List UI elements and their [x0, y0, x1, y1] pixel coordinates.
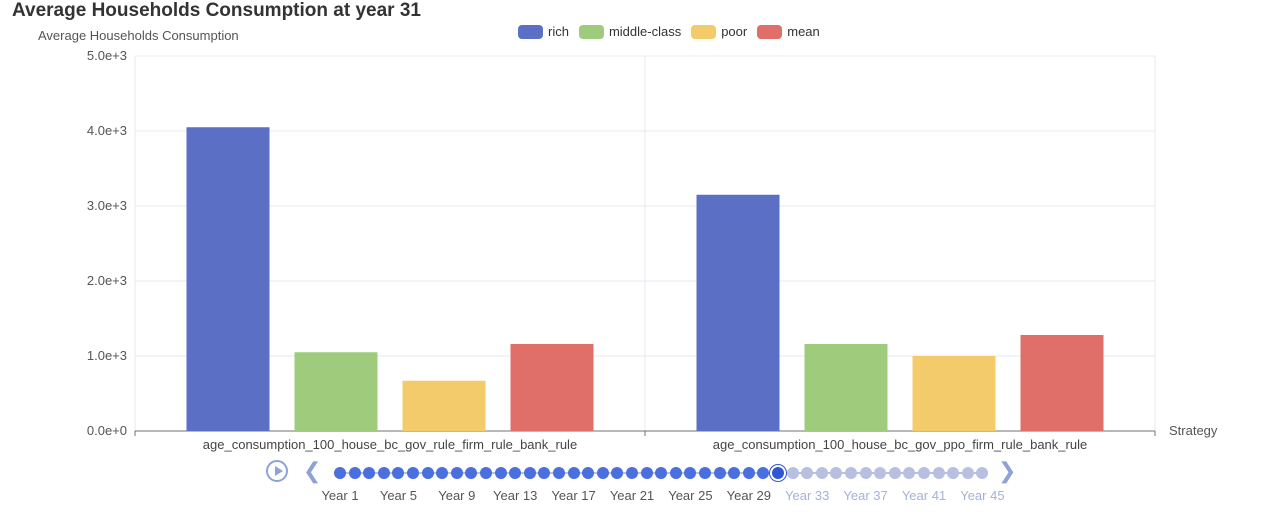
- timeline-point[interactable]: [888, 467, 901, 479]
- legend-label: poor: [721, 24, 748, 39]
- timeline-label[interactable]: Year 37: [843, 488, 888, 503]
- y-tick-label: 2.0e+3: [87, 273, 127, 288]
- timeline-point[interactable]: [961, 467, 974, 479]
- legend-label: rich: [548, 24, 569, 39]
- timeline-point[interactable]: [786, 467, 799, 479]
- legend-swatch: [757, 24, 783, 39]
- bar-chart: 0.0e+0 1.0e+3 2.0e+3 3.0e+3 4.0e+3 5.0e+3 age_…: [87, 48, 1218, 452]
- legend-item-rich[interactable]: rich: [518, 24, 569, 39]
- timeline-point[interactable]: [553, 467, 565, 479]
- timeline-point[interactable]: [611, 467, 624, 479]
- timeline-point[interactable]: [582, 467, 595, 479]
- chevron-right-icon[interactable]: ❯: [998, 458, 1017, 483]
- timeline-point[interactable]: [801, 467, 814, 479]
- timeline-point[interactable]: [713, 467, 726, 479]
- timeline-point[interactable]: [567, 467, 580, 479]
- timeline-point[interactable]: [669, 467, 682, 479]
- timeline-point[interactable]: [494, 467, 507, 479]
- timeline-label[interactable]: Year 9: [438, 488, 476, 503]
- timeline-point[interactable]: [407, 467, 419, 479]
- bar-rich[interactable]: [186, 127, 270, 431]
- timeline-point[interactable]: [436, 467, 449, 479]
- timeline-point[interactable]: [640, 467, 653, 479]
- y-tick-label: 5.0e+3: [87, 48, 127, 63]
- y-tick-label: 3.0e+3: [87, 198, 127, 213]
- timeline-label[interactable]: Year 13: [493, 488, 538, 503]
- legend-item-poor[interactable]: poor: [691, 24, 747, 39]
- timeline-label[interactable]: Year 25: [668, 488, 713, 503]
- timeline-point[interactable]: [742, 467, 755, 479]
- timeline-point[interactable]: [815, 467, 828, 479]
- timeline-point[interactable]: [976, 467, 989, 479]
- y-tick-label: 4.0e+3: [87, 123, 127, 138]
- x-axis-title: Strategy: [1169, 423, 1218, 438]
- legend-label: middle-class: [608, 24, 682, 39]
- timeline-label[interactable]: Year 33: [785, 488, 830, 503]
- timeline-point[interactable]: [932, 467, 945, 479]
- timeline-point[interactable]: [348, 467, 361, 479]
- timeline-point[interactable]: [830, 467, 843, 479]
- legend-swatch: [518, 24, 543, 39]
- timeline-point[interactable]: [655, 467, 668, 479]
- timeline-label[interactable]: Year 1: [321, 488, 359, 503]
- bar-middle-class[interactable]: [804, 344, 888, 431]
- bar-rich[interactable]: [696, 194, 780, 431]
- play-icon[interactable]: [266, 460, 288, 482]
- timeline-point[interactable]: [509, 467, 522, 479]
- timeline-point[interactable]: [874, 467, 887, 479]
- legend: rich middle-class poor mean: [518, 24, 820, 39]
- x-tick-label: age_consumption_100_house_bc_gov_rule_fi…: [203, 437, 577, 452]
- timeline-point[interactable]: [523, 467, 536, 479]
- legend-label: mean: [787, 24, 820, 39]
- bar-mean[interactable]: [1020, 335, 1104, 431]
- legend-swatch: [578, 24, 604, 39]
- bar-poor[interactable]: [402, 380, 486, 431]
- timeline-point[interactable]: [392, 467, 405, 479]
- timeline-point[interactable]: [684, 467, 697, 479]
- timeline-label[interactable]: Year 45: [960, 488, 1005, 503]
- timeline-point[interactable]: [947, 467, 960, 479]
- y-tick-label: 0.0e+0: [87, 423, 127, 438]
- timeline-point[interactable]: [903, 467, 916, 479]
- legend-swatch: [691, 24, 717, 39]
- timeline-point[interactable]: [377, 467, 390, 479]
- timeline-point[interactable]: [480, 467, 492, 479]
- timeline-point[interactable]: [699, 467, 711, 479]
- timeline-point[interactable]: [772, 467, 784, 479]
- timeline-point[interactable]: [728, 467, 741, 479]
- chart-title: Average Households Consumption at year 3…: [12, 0, 421, 21]
- timeline-point[interactable]: [626, 467, 638, 479]
- y-axis-title: Average Households Consumption: [38, 28, 239, 43]
- timeline-point[interactable]: [859, 467, 872, 479]
- timeline-point[interactable]: [918, 467, 930, 479]
- y-tick-label: 1.0e+3: [87, 348, 127, 363]
- timeline-point[interactable]: [596, 467, 609, 479]
- legend-item-mean[interactable]: mean: [757, 24, 820, 39]
- timeline-point[interactable]: [450, 467, 463, 479]
- bar-poor[interactable]: [912, 356, 996, 431]
- timeline-point[interactable]: [538, 467, 551, 479]
- legend-item-middle-class[interactable]: middle-class: [578, 24, 682, 39]
- timeline-point[interactable]: [465, 467, 478, 479]
- bar-mean[interactable]: [510, 344, 594, 431]
- timeline: ❮ ❯ Year 1 Year 5 Year 9 Year 13 Year 17 Year…: [0, 455, 1280, 512]
- timeline-point[interactable]: [845, 467, 857, 479]
- timeline-point[interactable]: [757, 467, 770, 479]
- timeline-label[interactable]: Year 41: [901, 488, 947, 503]
- timeline-point[interactable]: [421, 467, 434, 479]
- chevron-left-icon[interactable]: ❮: [303, 458, 322, 483]
- x-tick-label: age_consumption_100_house_bc_gov_ppo_fir…: [713, 437, 1087, 452]
- timeline-label[interactable]: Year 17: [551, 488, 596, 503]
- timeline-label[interactable]: Year 5: [379, 488, 417, 503]
- timeline-point[interactable]: [334, 467, 346, 479]
- timeline-point[interactable]: [363, 467, 376, 479]
- bar-middle-class[interactable]: [294, 352, 378, 431]
- timeline-label[interactable]: Year 21: [609, 488, 655, 503]
- timeline-label[interactable]: Year 29: [726, 488, 771, 503]
